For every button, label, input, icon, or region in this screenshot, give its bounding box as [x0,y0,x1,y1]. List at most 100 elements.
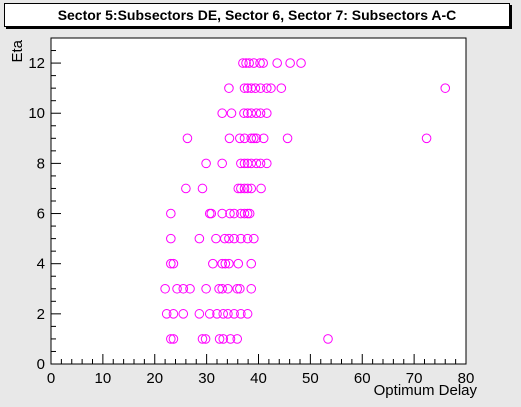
x-tick-label: 20 [146,370,163,387]
data-point [238,58,248,68]
y-tick-label: 12 [28,55,45,72]
data-point [217,208,227,219]
data-point [223,283,233,294]
data-point [255,83,266,93]
data-point [217,108,227,119]
data-point [201,283,211,294]
data-point [246,108,257,119]
data-point [161,309,172,319]
y-axis-label: Eta [9,39,26,62]
data-point [276,83,287,93]
data-point [168,258,179,269]
data-point [223,309,233,319]
data-point [239,158,250,169]
data-point [182,133,193,144]
data-point [217,158,227,169]
x-tick-label: 80 [458,370,475,387]
x-tick-label: 0 [47,370,55,387]
data-point [244,58,254,68]
data-point [246,283,257,294]
data-point [200,334,211,344]
data-point [256,183,266,194]
data-point [246,133,257,144]
data-point [255,108,266,119]
x-tick-label: 60 [354,370,371,387]
data-point [229,233,239,244]
data-point [232,334,243,344]
data-point [181,183,191,194]
data-point [166,208,176,219]
data-point [217,258,227,269]
data-point [262,158,272,169]
data-point [166,233,176,244]
data-point [224,133,235,144]
data-point [166,258,176,269]
data-point [233,183,244,194]
y-tick-label: 10 [28,105,45,122]
data-point [201,158,211,169]
data-point [232,283,243,294]
data-point [421,133,432,144]
x-tick-label: 50 [302,370,319,387]
x-axis-label: Optimum Delay [374,382,478,399]
data-point [236,233,246,244]
data-point [214,334,225,344]
data-point [239,133,250,144]
data-point [241,58,251,68]
data-point [251,108,262,119]
data-point [218,309,229,319]
data-point [262,83,272,93]
data-point [229,208,239,219]
axis-ticks [50,37,467,365]
data-point [224,83,234,93]
y-tick-label: 4 [37,256,45,273]
data-point [242,233,253,244]
data-point [239,208,250,219]
data-point [272,58,282,68]
data-points [160,58,451,344]
data-point [197,334,208,344]
data-point [262,108,272,119]
data-point [172,283,182,294]
data-point [440,83,451,93]
data-point [249,133,259,144]
data-point [246,258,257,269]
data-point [255,158,266,169]
data-point [255,58,265,68]
data-point [251,158,262,169]
data-point [218,334,229,344]
data-point [282,133,293,144]
data-point [220,258,231,269]
data-point [251,133,262,144]
data-point [249,58,259,68]
data-point [225,334,236,344]
chart-title: Sector 5:Subsectors DE, Sector 6, Sector… [4,3,510,27]
data-point [219,233,230,244]
tick-labels: 0 10 20 30 40 50 60 70 80 0 2 4 6 8 10 12 [28,55,474,387]
x-tick-label: 40 [250,370,267,387]
data-point [225,208,235,219]
x-tick-label: 70 [406,370,423,387]
data-point [236,158,246,169]
data-point [194,309,205,319]
data-point [239,83,250,93]
data-point [242,183,253,194]
y-tick-label: 2 [37,306,45,323]
data-point [246,183,257,194]
y-tick-label: 6 [37,206,45,223]
data-point [166,334,176,344]
data-point [224,258,234,269]
data-point [168,334,179,344]
data-point [242,309,253,319]
data-point [244,208,255,219]
data-point [217,283,227,294]
data-point [323,334,333,344]
x-tick-label: 30 [198,370,215,387]
data-point [250,83,261,93]
data-point [235,283,245,294]
y-tick-label: 8 [37,155,45,172]
data-point [239,183,250,194]
data-point [236,183,246,194]
data-point [236,309,246,319]
